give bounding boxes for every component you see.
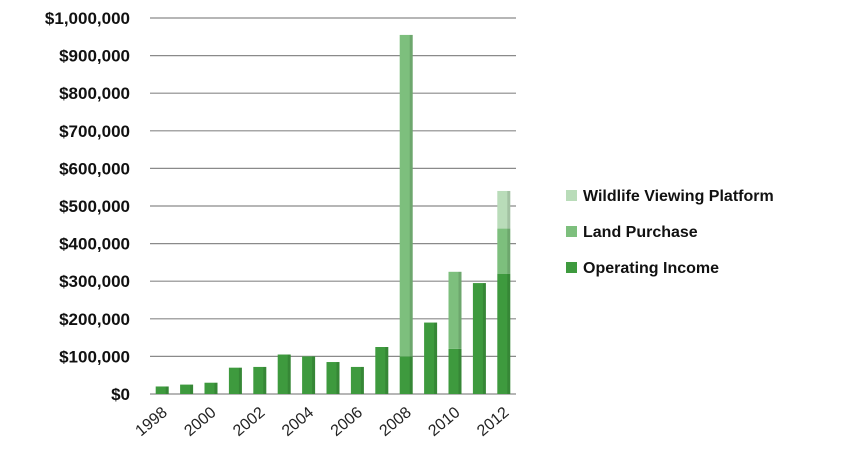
bar-operating-income-2005 bbox=[326, 362, 340, 394]
bar-shade bbox=[434, 322, 438, 394]
bar-operating-income-2003 bbox=[277, 354, 291, 394]
bar-operating-income-2012 bbox=[497, 273, 511, 394]
bar-shade bbox=[409, 34, 413, 357]
legend-label: Land Purchase bbox=[583, 224, 698, 241]
bar-operating-income-2007 bbox=[375, 347, 389, 394]
gridlines bbox=[150, 17, 516, 395]
bar-shade bbox=[507, 228, 511, 274]
bar-shade bbox=[409, 356, 413, 394]
bar-shade bbox=[287, 354, 291, 394]
legend-label: Wildlife Viewing Platform bbox=[583, 188, 774, 205]
bar-land-purchase-2012 bbox=[497, 228, 511, 274]
x-tick-label: 2006 bbox=[328, 404, 366, 440]
x-tick-label: 2004 bbox=[279, 404, 317, 440]
bar-operating-income-2006 bbox=[350, 366, 364, 394]
x-tick-label: 2012 bbox=[474, 404, 512, 440]
bar-operating-income-2011 bbox=[472, 283, 486, 394]
y-tick-label: $800,000 bbox=[59, 84, 130, 103]
bar-operating-income-2004 bbox=[302, 356, 316, 394]
bar-shade bbox=[360, 366, 364, 394]
bar-land-purchase-2008 bbox=[399, 34, 413, 357]
y-axis-tick-labels: $0 $100,000 $200,000 $300,000 $400,000 $500,0… bbox=[45, 9, 130, 404]
bar-shade bbox=[507, 190, 511, 229]
y-tick-label: $200,000 bbox=[59, 310, 130, 329]
y-tick-label: $900,000 bbox=[59, 47, 130, 66]
bar-shade bbox=[214, 382, 218, 394]
bar-shade bbox=[336, 362, 340, 394]
bar-operating-income-2000 bbox=[204, 382, 218, 394]
bar-shade bbox=[458, 348, 462, 394]
bar-shade bbox=[263, 366, 267, 394]
bar-shade bbox=[165, 386, 169, 394]
y-tick-label: $500,000 bbox=[59, 197, 130, 216]
legend-swatch bbox=[566, 190, 577, 201]
bar-shade bbox=[238, 367, 242, 394]
bar-wildlife-viewing-platform-2012 bbox=[497, 190, 511, 229]
bar-operating-income-2002 bbox=[253, 366, 267, 394]
y-tick-label: $700,000 bbox=[59, 122, 130, 141]
bar-operating-income-2010 bbox=[448, 348, 462, 394]
bar-shade bbox=[190, 384, 194, 394]
y-tick-label: $600,000 bbox=[59, 159, 130, 178]
bar-operating-income-2009 bbox=[424, 322, 438, 394]
bar-shade bbox=[507, 273, 511, 394]
x-tick-label: 1998 bbox=[133, 404, 171, 440]
y-tick-label: $1,000,000 bbox=[45, 9, 130, 28]
y-tick-label: $400,000 bbox=[59, 235, 130, 254]
x-tick-label: 2008 bbox=[377, 404, 415, 440]
legend-swatch bbox=[566, 226, 577, 237]
x-tick-label: 2002 bbox=[230, 404, 268, 440]
bar-operating-income-1999 bbox=[180, 384, 194, 394]
bar-land-purchase-2010 bbox=[448, 271, 462, 349]
bar-shade bbox=[482, 283, 486, 394]
bars bbox=[155, 34, 511, 394]
x-tick-label: 2010 bbox=[425, 404, 463, 440]
bar-shade bbox=[458, 271, 462, 349]
legend-swatch bbox=[566, 262, 577, 273]
bar-shade bbox=[385, 347, 389, 394]
y-tick-label: $300,000 bbox=[59, 272, 130, 291]
y-tick-label: $0 bbox=[111, 385, 130, 404]
bar-operating-income-1998 bbox=[155, 386, 169, 394]
legend-label: Operating Income bbox=[583, 260, 719, 277]
legend: Wildlife Viewing Platform Land Purchase Op… bbox=[566, 188, 774, 277]
bar-operating-income-2001 bbox=[228, 367, 242, 394]
x-tick-label: 2000 bbox=[181, 404, 219, 440]
y-tick-label: $100,000 bbox=[59, 347, 130, 366]
bar-shade bbox=[312, 356, 316, 394]
x-axis-tick-labels: 1998 2000 2002 2004 2006 2008 2010 2012 bbox=[133, 404, 513, 440]
bar-operating-income-2008 bbox=[399, 356, 413, 394]
